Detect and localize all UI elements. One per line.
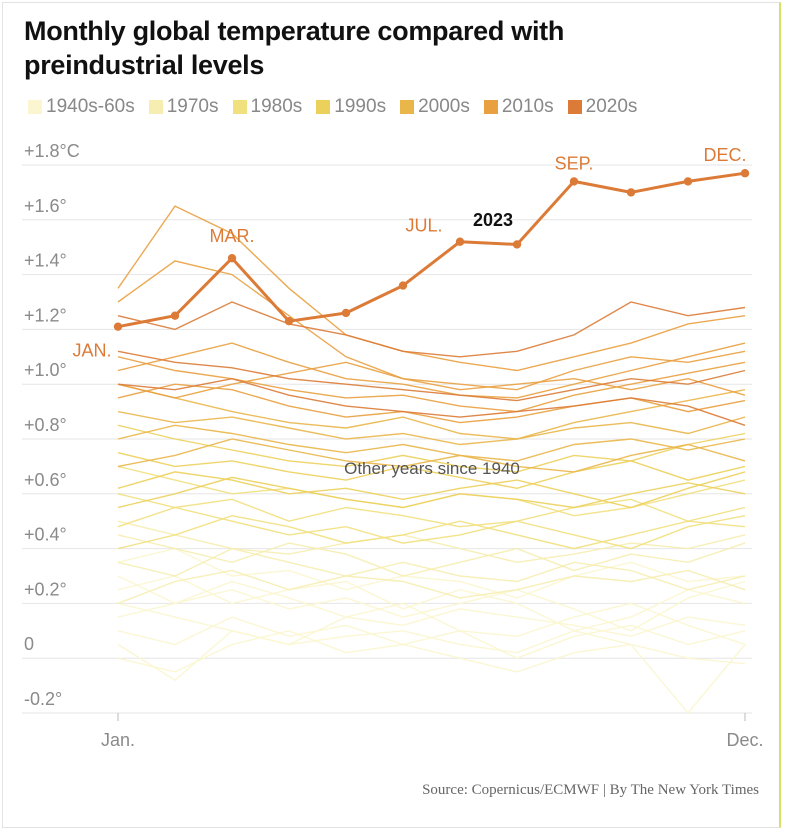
series-line [117, 410, 746, 446]
y-tick-label: +0.4° [24, 525, 67, 545]
legend-label: 1990s [334, 96, 387, 117]
legend-swatch [567, 100, 582, 114]
data-point [113, 322, 123, 331]
annotation: Other years since 1940 [344, 459, 520, 478]
series-line [117, 383, 746, 440]
y-tick-label: +1.8°C [24, 141, 80, 161]
month-label: SEP. [555, 153, 594, 173]
data-point [683, 177, 693, 186]
y-tick-label: +1.0° [24, 360, 67, 380]
legend-item: 2020s [567, 96, 638, 118]
series-line [117, 534, 746, 577]
x-tick-label: Jan. [101, 730, 135, 750]
legend-label: 2010s [501, 96, 554, 117]
series-line [117, 361, 746, 399]
legend-label: 1980s [250, 96, 303, 117]
series-line [117, 350, 746, 402]
chart-title: Monthly global temperature compared with… [24, 16, 565, 80]
legend-item: 1970s [148, 96, 219, 118]
series-line [117, 383, 746, 424]
highlight-line [117, 171, 746, 329]
series-line [117, 580, 746, 638]
series-line [117, 377, 746, 426]
month-label: JUL. [405, 216, 442, 236]
legend-swatch [483, 100, 498, 114]
legend: 1940s-60s 1970s 1980s 1990s 2000s 2010s 2020s [28, 96, 637, 118]
series-line [117, 520, 746, 564]
y-tick-label: +1.6° [24, 196, 67, 216]
legend-label: 1970s [166, 96, 219, 117]
y-tick-label: +0.2° [24, 579, 67, 599]
series-line [117, 301, 746, 358]
y-tick-label: +0.8° [24, 415, 67, 435]
series-line [117, 476, 746, 509]
legend-swatch [232, 100, 247, 114]
series-line [117, 471, 746, 509]
legend-swatch [28, 100, 42, 114]
legend-item: 2010s [483, 96, 554, 118]
data-point [398, 281, 408, 290]
series-line [117, 493, 746, 528]
series-line [117, 424, 746, 462]
series-line [117, 356, 746, 413]
data-point [569, 177, 579, 186]
data-point [284, 316, 294, 326]
series-line [117, 630, 746, 715]
data-point [455, 237, 465, 246]
series-line [117, 575, 746, 632]
series-line [117, 630, 746, 673]
series-line [117, 569, 746, 605]
legend-label: 1940s-60s [46, 96, 135, 117]
highlight-series-label: 2023 [473, 210, 513, 230]
data-point [170, 311, 180, 320]
series-line [117, 342, 746, 399]
x-tick-label: Dec. [726, 730, 763, 750]
data-point [626, 188, 636, 197]
legend-swatch [316, 100, 331, 114]
series-line [117, 575, 746, 632]
legend-item: 1990s [316, 96, 386, 118]
y-tick-label: +0.6° [24, 470, 67, 490]
series-line [117, 514, 746, 550]
series-line [117, 452, 746, 490]
legend-swatch [148, 100, 163, 114]
legend-item: 2000s [400, 96, 470, 118]
data-point [227, 253, 237, 263]
month-label: JAN. [72, 341, 111, 361]
y-tick-label: +1.4° [24, 251, 67, 271]
series-line [117, 438, 746, 473]
month-label: DEC. [703, 145, 746, 165]
data-point [341, 308, 351, 318]
y-tick-label: +1.2° [24, 305, 67, 325]
legend-item: 1980s [232, 96, 303, 118]
legend-label: 2000s [418, 96, 470, 117]
y-tick-label: -0.2° [24, 689, 62, 709]
legend-item: 1940s-60s [28, 96, 135, 118]
data-point [512, 240, 522, 249]
source-note: Source: Copernicus/ECMWF | By The New Yo… [422, 782, 759, 798]
legend-label: 2020s [585, 96, 638, 117]
series-line [117, 260, 746, 391]
legend-swatch [400, 100, 415, 114]
series-line [117, 547, 746, 599]
month-label: MAR. [210, 226, 255, 246]
y-tick-label: 0 [24, 634, 34, 654]
data-point [740, 169, 750, 178]
series-line [117, 205, 746, 372]
